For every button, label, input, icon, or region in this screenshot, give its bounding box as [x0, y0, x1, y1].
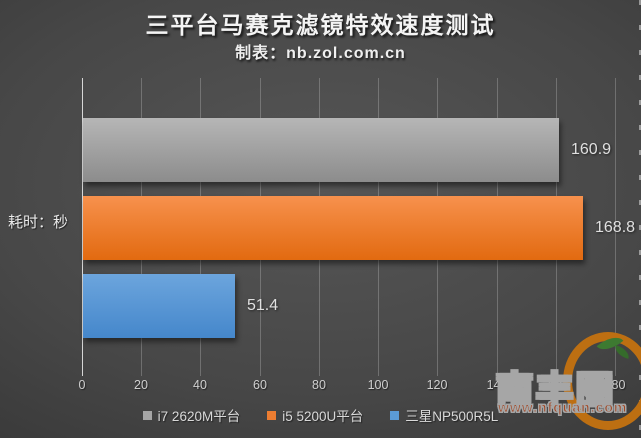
bar-i5 5200U平台: [83, 196, 583, 260]
legend-swatch-icon: [267, 410, 277, 420]
legend-label: i7 2620M平台: [157, 409, 241, 424]
value-label: 51.4: [247, 297, 279, 314]
x-tick-label: 40: [193, 378, 207, 392]
right-edge-dashes: [639, 0, 641, 438]
legend: i7 2620M平台 i5 5200U平台 三星NP500R5L: [0, 405, 641, 425]
leaf-icon: [612, 345, 632, 359]
y-axis-label: 耗时：秒: [8, 214, 69, 231]
watermark-url: www.nfquan.com: [497, 399, 628, 416]
watermark: 南丰圈 www.nfquan.com: [476, 328, 641, 438]
legend-item: i5 5200U平台: [267, 405, 363, 425]
x-tick-label: 100: [367, 378, 389, 392]
legend-swatch-icon: [142, 410, 152, 420]
chart-title: 三平台马赛克滤镜特效速度测试: [145, 12, 496, 38]
gridline: [615, 78, 616, 376]
legend-item: 三星NP500R5L: [390, 405, 498, 425]
orange-fruit-icon: [563, 330, 641, 430]
value-label: 160.9: [571, 141, 612, 158]
value-label: 168.8: [595, 219, 636, 236]
x-tick-label: 120: [426, 378, 448, 392]
x-tick-label: 60: [253, 378, 267, 392]
bar-i7 2620M平台: [83, 118, 559, 182]
x-tick-label: 20: [134, 378, 148, 392]
plot-area: 0 20 40 60 80 100 120 140 160 180 160.9 168.8 51.4: [79, 78, 635, 392]
legend-label: i5 5200U平台: [282, 409, 364, 424]
chart-subtitle: 制表：nb.zol.com.cn: [235, 45, 406, 62]
x-tick-label: 160: [545, 378, 567, 392]
x-tick-label: 0: [78, 378, 86, 392]
legend-swatch-icon: [390, 410, 400, 420]
legend-label: 三星NP500R5L: [405, 409, 499, 424]
y-axis-line: [82, 78, 83, 376]
x-tick-label: 140: [486, 378, 508, 392]
legend-item: i7 2620M平台: [142, 405, 241, 425]
watermark-name: 南丰圈: [495, 369, 616, 412]
x-tick-label: 80: [312, 378, 326, 392]
bar-三星NP500R5L: [83, 274, 235, 338]
